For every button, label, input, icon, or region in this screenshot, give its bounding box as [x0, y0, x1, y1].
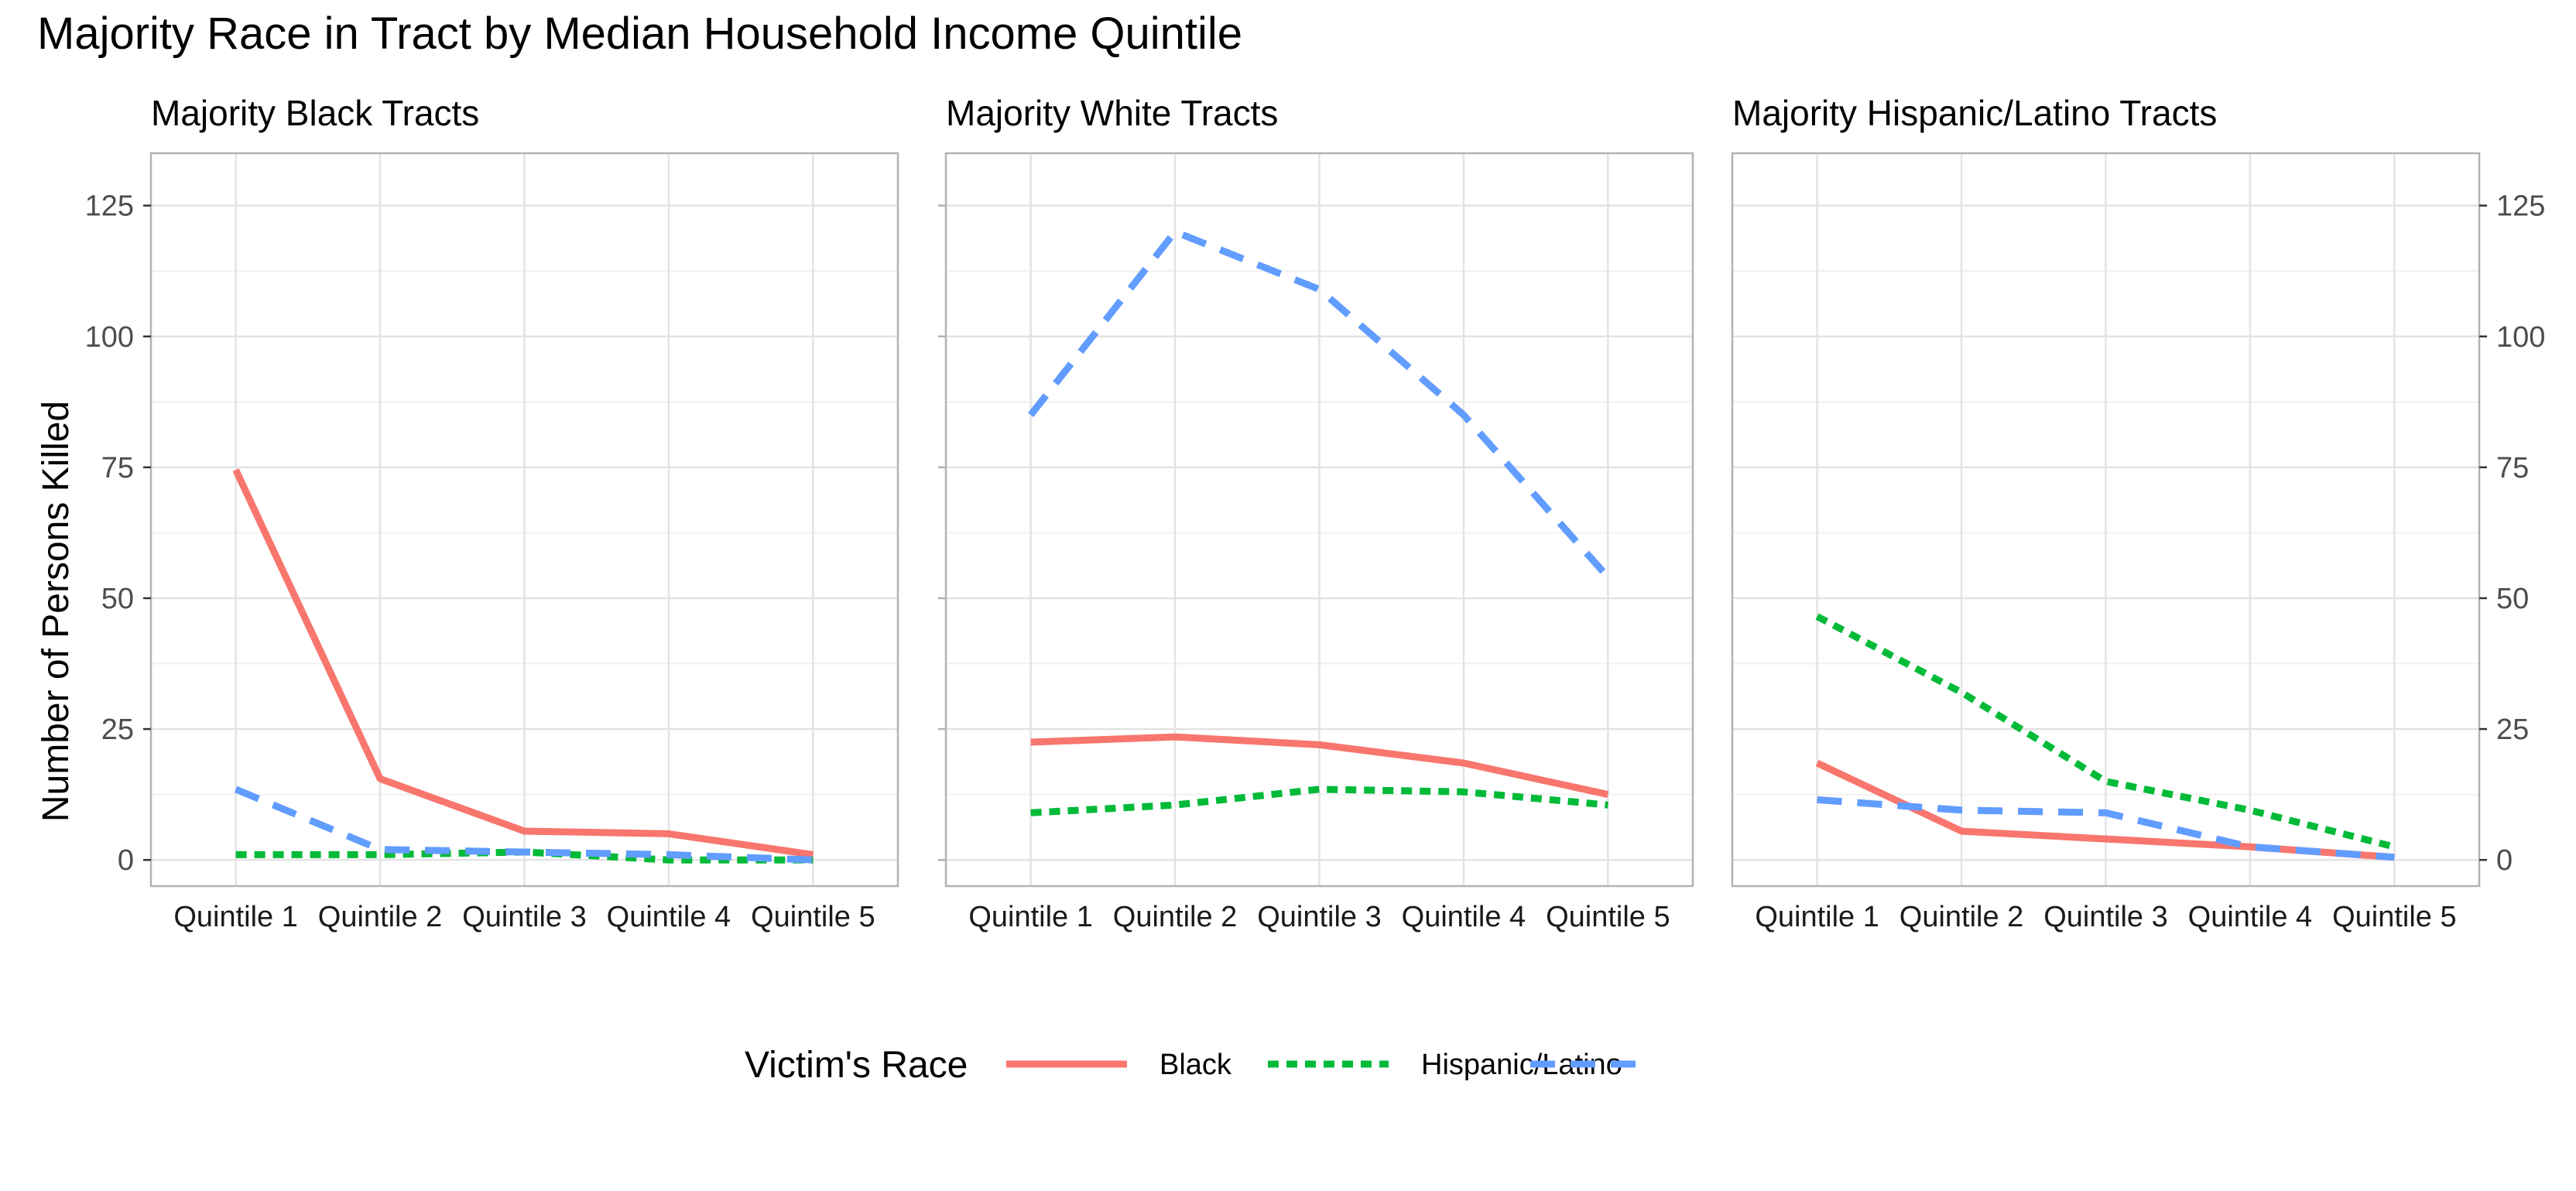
x-tick-label: Quintile 2	[318, 901, 443, 933]
y-tick-label: 75	[101, 452, 134, 484]
x-tick-label: Quintile 1	[1755, 901, 1879, 933]
panel-border	[149, 152, 899, 888]
series-line-3	[1817, 796, 2395, 861]
x-tick-label: Quintile 2	[1899, 901, 2024, 933]
x-tick-label: Quintile 1	[173, 901, 298, 933]
panel-border	[1731, 152, 2481, 888]
panel-title: Majority Hispanic/Latino Tracts	[1732, 93, 2217, 133]
x-tick-label: Quintile 3	[2043, 901, 2168, 933]
x-tick-label: Quintile 5	[751, 901, 875, 933]
y-tick-label-right: 125	[2496, 190, 2545, 223]
y-axis-title: Number of Persons Killed	[36, 401, 77, 822]
panel-3: Majority Hispanic/Latino Tracts Quintile …	[1731, 93, 2545, 933]
series-line-1	[1030, 733, 1609, 798]
y-tick-label-right: 75	[2496, 452, 2529, 484]
x-tick-label: Quintile 4	[1402, 901, 1526, 933]
series-line-1	[232, 468, 814, 858]
legend-entry-1: Black	[1006, 1049, 1232, 1081]
panel-title: Majority White Tracts	[946, 93, 1278, 133]
y-tick-label: 100	[85, 321, 134, 354]
panel-1: Majority Black Tracts Quintile 1 Quintile …	[85, 93, 899, 933]
panels: Majority Black Tracts Quintile 1 Quintile …	[85, 93, 2546, 933]
series-line-3	[234, 785, 814, 864]
y-tick-label-right: 0	[2496, 844, 2513, 877]
x-tick-label: Quintile 5	[2332, 901, 2457, 933]
series-line-3	[1028, 228, 1611, 580]
legend: Victim's Race Black Hispanic/Latino	[745, 1045, 1651, 1086]
y-tick-label: 50	[101, 583, 134, 615]
x-tick-label: Quintile 3	[1257, 901, 1382, 933]
y-tick-label: 0	[118, 844, 134, 877]
y-tick-label: 125	[85, 190, 134, 223]
series-line-2	[1030, 785, 1608, 816]
y-tick-label: 25	[101, 714, 134, 746]
y-tick-label-right: 100	[2496, 321, 2545, 354]
panel-title: Majority Black Tracts	[151, 93, 479, 133]
chart-title: Majority Race in Tract by Median Househo…	[37, 9, 1242, 59]
y-tick-label-right: 25	[2496, 714, 2529, 746]
legend-title: Victim's Race	[745, 1045, 968, 1086]
panel-2: Majority White Tracts Quintile 1 Quintile …	[938, 93, 1694, 933]
x-tick-label: Quintile 4	[2188, 901, 2313, 933]
legend-label: Black	[1160, 1049, 1232, 1081]
x-tick-label: Quintile 5	[1546, 901, 1670, 933]
x-tick-label: Quintile 2	[1113, 901, 1238, 933]
x-tick-label: Quintile 1	[968, 901, 1093, 933]
series-line-2	[1815, 613, 2396, 850]
x-tick-label: Quintile 3	[462, 901, 587, 933]
y-tick-label-right: 50	[2496, 583, 2529, 615]
x-tick-label: Quintile 4	[607, 901, 731, 933]
panel-border	[944, 152, 1694, 888]
legend-entry-2: Hispanic/Latino	[1268, 1049, 1622, 1081]
